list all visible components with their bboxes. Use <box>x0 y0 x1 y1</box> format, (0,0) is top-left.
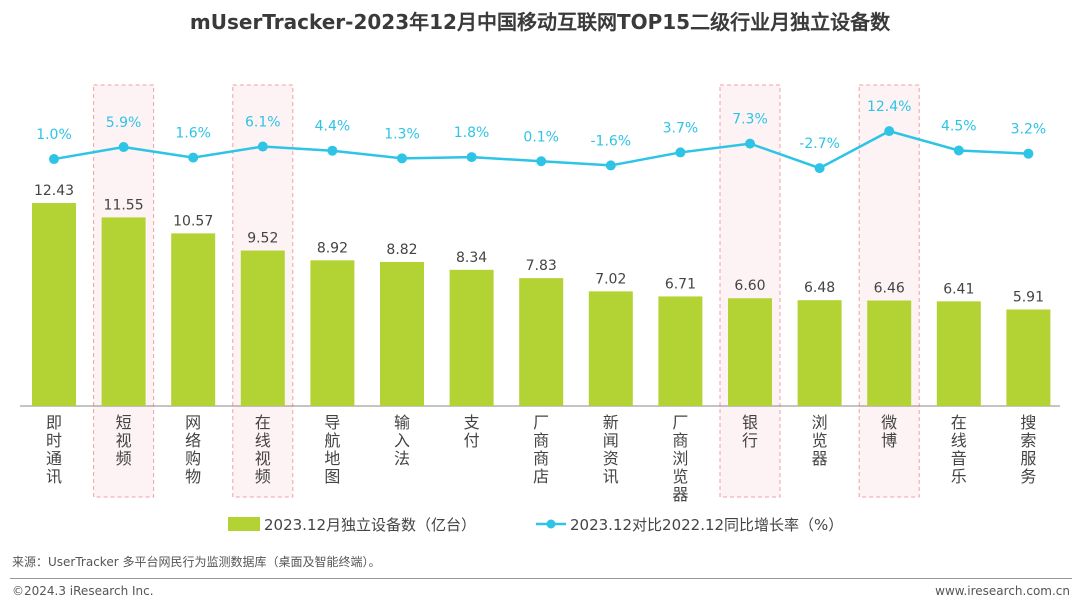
growth-value-label: 6.1% <box>245 115 281 131</box>
legend-bar-label: 2023.12月独立设备数（亿台） <box>264 516 476 534</box>
bar-value-label: 10.57 <box>173 213 213 229</box>
growth-value-label: -1.6% <box>590 133 631 149</box>
website: www.iresearch.com.cn <box>935 584 1070 598</box>
bar <box>101 217 146 406</box>
legend-line-label: 2023.12对比2022.12同比增长率（%） <box>570 516 843 534</box>
category-label: 网络购物 <box>185 413 202 486</box>
highlight-box <box>858 84 920 498</box>
growth-point <box>675 147 686 158</box>
highlighted-category-label: 短视频 <box>115 413 132 468</box>
bar-value-label: 8.34 <box>456 250 487 266</box>
category-label: 导航地图 <box>324 413 341 486</box>
bar <box>867 300 912 406</box>
growth-value-label: 5.9% <box>106 115 142 131</box>
growth-value-label: 3.2% <box>1011 122 1047 138</box>
growth-point <box>884 126 895 137</box>
category-label: 即时通讯 <box>45 413 62 486</box>
highlight-box <box>719 84 781 498</box>
category-label: 厂商商店 <box>533 413 550 486</box>
category-label: 搜索服务 <box>1020 413 1037 486</box>
growth-value-label: 4.5% <box>941 118 977 134</box>
legend-bar-swatch <box>228 517 260 531</box>
footer-divider <box>10 578 1072 579</box>
growth-value-label: 12.4% <box>867 99 911 115</box>
growth-point <box>814 163 825 174</box>
bar-value-label: 7.02 <box>595 271 626 287</box>
highlighted-category-label: 微博 <box>881 413 898 450</box>
growth-value-label: 1.6% <box>175 126 211 142</box>
highlighted-category-label: 银行 <box>741 413 758 450</box>
bar-value-label: 8.92 <box>317 240 348 256</box>
growth-point <box>49 154 59 165</box>
bar-value-label: 5.91 <box>1013 289 1044 305</box>
bar <box>936 301 981 406</box>
chart-title: mUserTracker-2023年12月中国移动互联网TOP15二级行业月独立… <box>189 10 891 34</box>
bar-value-label: 6.41 <box>943 281 974 297</box>
category-label: 浏览器 <box>811 413 828 468</box>
bar-value-label: 6.60 <box>734 278 765 294</box>
bar-value-label: 7.83 <box>526 258 557 274</box>
bar-value-label: 8.82 <box>386 242 417 258</box>
bar <box>240 250 285 406</box>
category-label: 在线音乐 <box>950 413 967 486</box>
highlighted-category-label: 在线视频 <box>254 413 271 486</box>
growth-point <box>953 145 964 156</box>
copyright: ©2024.3 iResearch Inc. <box>12 584 154 598</box>
bar-value-label: 6.46 <box>874 281 905 297</box>
source-note: 来源：UserTracker 多平台网民行为监测数据库（桌面及智能终端）。 <box>12 555 381 569</box>
bar <box>380 261 424 406</box>
growth-point <box>745 138 755 149</box>
bar <box>1006 309 1051 406</box>
bar <box>588 291 633 406</box>
bar-value-label: 12.43 <box>34 183 74 199</box>
legend-line-marker <box>546 519 556 529</box>
growth-point <box>466 152 477 163</box>
growth-point <box>397 153 407 164</box>
bar <box>728 298 772 406</box>
growth-point <box>605 160 616 171</box>
category-label: 厂商浏览器 <box>672 413 689 504</box>
bar-value-label: 6.71 <box>665 276 696 292</box>
bar-value-label: 6.48 <box>804 280 835 296</box>
category-label: 新闻资讯 <box>602 413 619 486</box>
bar-value-label: 11.55 <box>104 197 144 213</box>
growth-point <box>536 156 547 167</box>
bar <box>658 296 703 406</box>
growth-value-label: -2.7% <box>799 136 840 152</box>
growth-value-label: 1.8% <box>454 125 490 141</box>
bar <box>797 300 842 406</box>
growth-value-label: 0.1% <box>523 129 559 145</box>
growth-value-label: 7.3% <box>732 112 768 128</box>
growth-point <box>188 152 199 163</box>
growth-value-label: 4.4% <box>315 119 351 135</box>
category-label: 输入法 <box>393 413 410 468</box>
bar <box>519 278 564 406</box>
bar <box>310 260 355 406</box>
bar <box>32 203 76 406</box>
growth-value-label: 3.7% <box>663 120 699 136</box>
growth-point <box>1023 148 1034 159</box>
growth-point <box>118 142 129 153</box>
bar <box>449 269 494 406</box>
bar-value-label: 9.52 <box>247 231 278 247</box>
growth-value-label: 1.0% <box>36 127 72 143</box>
growth-value-label: 1.3% <box>384 126 420 142</box>
growth-point <box>257 141 268 152</box>
growth-point <box>327 145 338 156</box>
category-label: 支付 <box>463 413 480 450</box>
bar <box>171 233 216 406</box>
